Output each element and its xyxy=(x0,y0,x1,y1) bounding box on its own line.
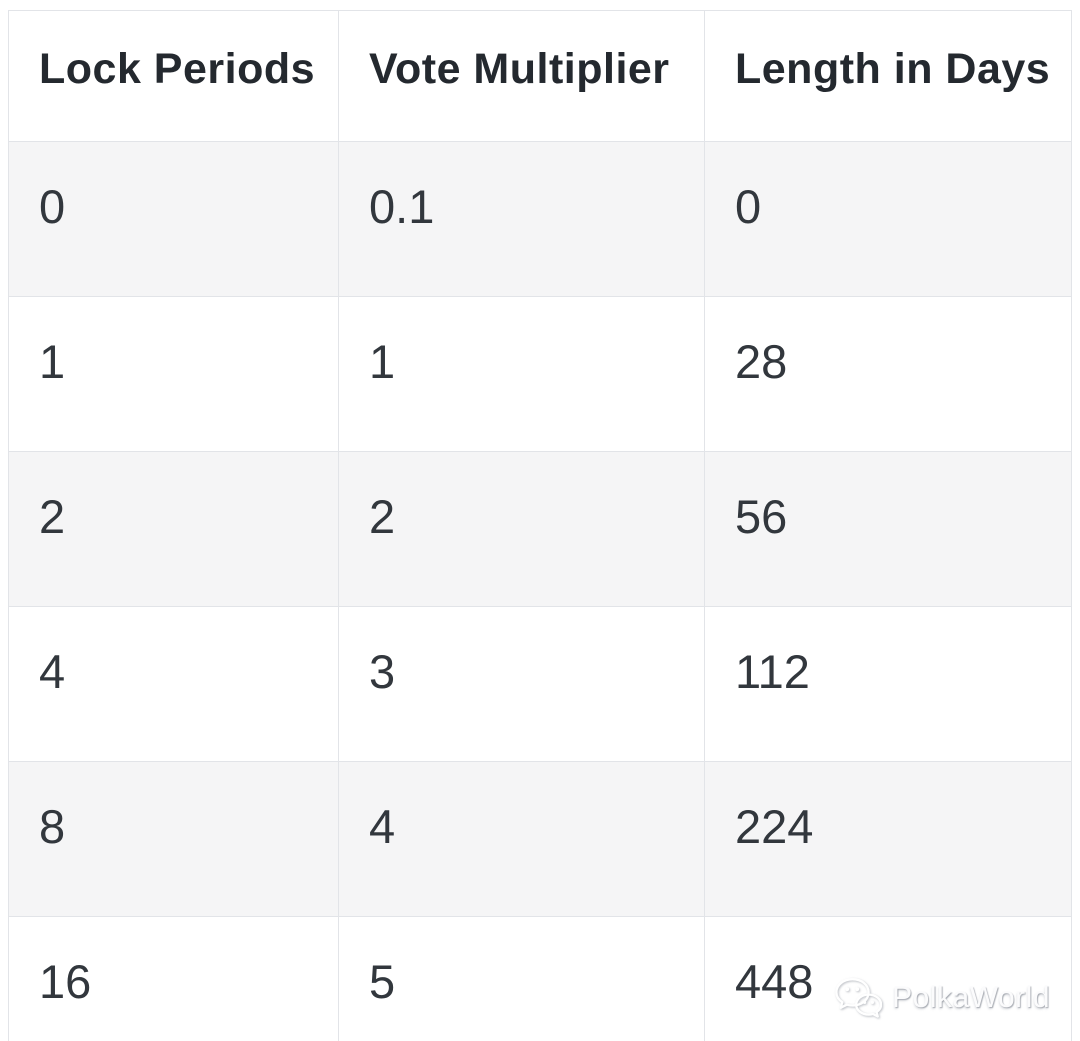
table-row: 0 0.1 0 xyxy=(8,141,1072,297)
cell-vote-multiplier: 0.1 xyxy=(338,141,705,297)
cell-length-in-days: 448 xyxy=(704,916,1072,1041)
cell-lock-periods: 8 xyxy=(8,761,339,917)
table-row: 8 4 224 xyxy=(8,761,1072,917)
cell-lock-periods: 2 xyxy=(8,451,339,607)
table-header-row: Lock Periods Vote Multiplier Length in D… xyxy=(8,10,1072,142)
cell-vote-multiplier: 3 xyxy=(338,606,705,762)
cell-vote-multiplier: 1 xyxy=(338,296,705,452)
cell-length-in-days: 56 xyxy=(704,451,1072,607)
cell-lock-periods: 4 xyxy=(8,606,339,762)
cell-lock-periods: 16 xyxy=(8,916,339,1041)
cell-length-in-days: 28 xyxy=(704,296,1072,452)
cell-lock-periods: 0 xyxy=(8,141,339,297)
cell-lock-periods: 1 xyxy=(8,296,339,452)
lock-periods-table: Lock Periods Vote Multiplier Length in D… xyxy=(8,10,1072,1041)
cell-length-in-days: 112 xyxy=(704,606,1072,762)
table-row: 1 1 28 xyxy=(8,296,1072,452)
cell-length-in-days: 0 xyxy=(704,141,1072,297)
column-header-lock-periods: Lock Periods xyxy=(8,10,339,142)
cell-vote-multiplier: 2 xyxy=(338,451,705,607)
column-header-length-in-days: Length in Days xyxy=(704,10,1072,142)
column-header-vote-multiplier: Vote Multiplier xyxy=(338,10,705,142)
table-row: 16 5 448 xyxy=(8,916,1072,1041)
cell-vote-multiplier: 4 xyxy=(338,761,705,917)
cell-vote-multiplier: 5 xyxy=(338,916,705,1041)
table-row: 2 2 56 xyxy=(8,451,1072,607)
table-row: 4 3 112 xyxy=(8,606,1072,762)
cell-length-in-days: 224 xyxy=(704,761,1072,917)
